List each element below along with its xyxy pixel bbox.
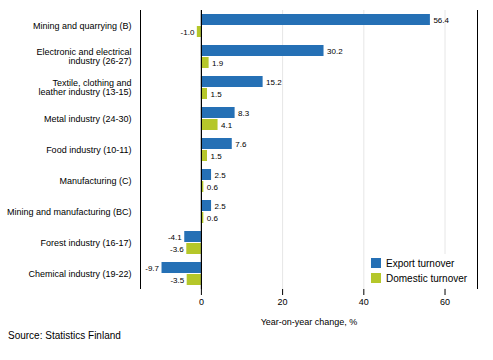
- svg-text:8.3: 8.3: [238, 109, 250, 118]
- svg-text:7.6: 7.6: [235, 140, 247, 149]
- svg-text:2.5: 2.5: [215, 171, 227, 180]
- svg-text:2.5: 2.5: [215, 202, 227, 211]
- html-text:Export turnover: Export turnover: [386, 258, 455, 269]
- svg-text:-4.1: -4.1: [168, 233, 182, 242]
- svg-text:60: 60: [440, 297, 450, 307]
- svg-text:1.5: 1.5: [210, 90, 222, 99]
- svg-text:Forest industry (16-17): Forest industry (16-17): [40, 238, 131, 248]
- svg-text:Metal industry (24-30): Metal industry (24-30): [44, 114, 132, 124]
- svg-text:56.4: 56.4: [433, 16, 449, 25]
- svg-text:15.2: 15.2: [266, 78, 282, 87]
- svg-text:0: 0: [199, 297, 204, 307]
- svg-text:-9.7: -9.7: [145, 264, 159, 273]
- svg-text:30.2: 30.2: [327, 47, 343, 56]
- html-text:Domestic turnover: Domestic turnover: [386, 273, 468, 284]
- svg-text:1.5: 1.5: [210, 152, 222, 161]
- svg-text:4.1: 4.1: [221, 121, 233, 130]
- svg-text:Chemical industry (19-22): Chemical industry (19-22): [28, 269, 131, 279]
- svg-text:Mining and quarrying (B): Mining and quarrying (B): [33, 21, 132, 31]
- svg-text:0.6: 0.6: [207, 183, 219, 192]
- svg-text:Mining and manufacturing (BC): Mining and manufacturing (BC): [7, 207, 132, 217]
- svg-text:40: 40: [359, 297, 369, 307]
- svg-text:Food industry (10-11): Food industry (10-11): [46, 145, 131, 155]
- svg-text:20: 20: [278, 297, 288, 307]
- svg-text:-3.5: -3.5: [170, 276, 184, 285]
- svg-text:Electronic and electricalindus: Electronic and electricalindustry (26-27…: [36, 47, 131, 66]
- svg-text:-3.6: -3.6: [170, 245, 184, 254]
- svg-text:1.9: 1.9: [212, 59, 224, 68]
- svg-text:Manufacturing (C): Manufacturing (C): [59, 176, 131, 186]
- svg-text:0.6: 0.6: [207, 214, 219, 223]
- svg-text:Textile, clothing andleather i: Textile, clothing andleather industry (1…: [38, 78, 131, 97]
- svg-text:-1.0: -1.0: [181, 28, 195, 37]
- html-text:Source: Statistics Finland: Source: Statistics Finland: [8, 330, 121, 341]
- svg-text:Year-on-year change, %: Year-on-year change, %: [261, 317, 358, 327]
